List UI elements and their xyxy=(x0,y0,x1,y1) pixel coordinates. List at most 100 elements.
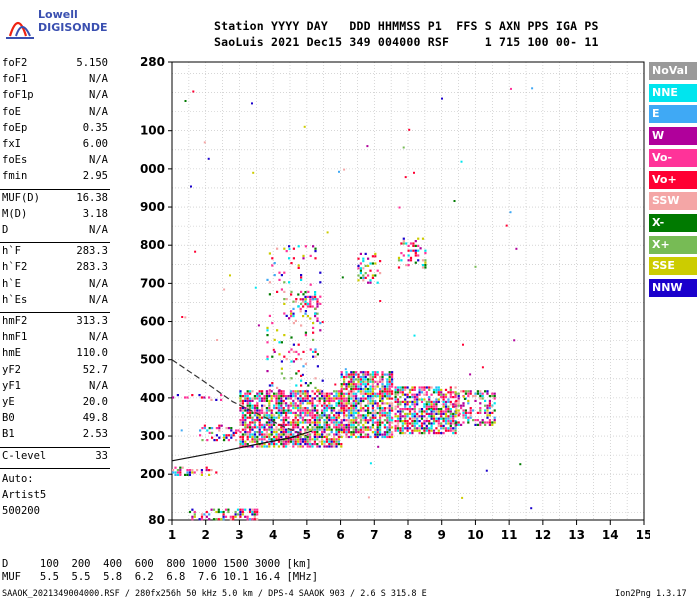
echo-pixel xyxy=(323,435,326,438)
y-tick-label: 300 xyxy=(140,429,165,443)
echo-pixel xyxy=(277,397,280,400)
echo-pixel xyxy=(323,431,326,434)
x-tick-label: 3 xyxy=(235,528,243,542)
echo-pixel xyxy=(388,404,391,407)
param-value: 0.35 xyxy=(82,121,108,134)
echo-pixel xyxy=(306,438,309,441)
echo-pixel xyxy=(174,473,177,476)
echo-pixel xyxy=(345,423,348,427)
echo-pixel xyxy=(311,305,314,308)
echo-pixel xyxy=(340,421,343,424)
echo-pixel xyxy=(371,407,374,410)
echo-pixel xyxy=(467,402,470,405)
echo-pixel xyxy=(364,252,367,255)
echo-pixel xyxy=(408,432,412,435)
echo-pixel xyxy=(479,411,482,414)
echo-pixel xyxy=(300,302,303,305)
echo-pixel xyxy=(176,471,179,474)
echo-pixel xyxy=(408,427,412,430)
echo-pixel xyxy=(347,409,350,412)
echo-pixel xyxy=(345,402,348,405)
echo-pixel xyxy=(302,298,305,301)
echo-pixel xyxy=(172,396,175,399)
echo-pixel xyxy=(266,341,269,344)
echo-pixel xyxy=(323,409,326,412)
echo-pixel xyxy=(444,410,448,413)
echo-pixel xyxy=(230,429,233,432)
echo-pixel xyxy=(345,387,348,391)
echo-pixel xyxy=(289,435,292,438)
echo-pixel xyxy=(420,386,424,389)
echo-pixel xyxy=(266,370,269,373)
echo-pixel xyxy=(294,404,297,407)
echo-pixel xyxy=(369,419,372,422)
echo-pixel xyxy=(364,385,367,388)
echo-pixel xyxy=(201,427,204,430)
echo-pixel xyxy=(232,518,235,521)
echo-pixel xyxy=(294,438,297,441)
echo-pixel xyxy=(265,428,268,431)
echo-pixel xyxy=(379,387,382,391)
echo-pixel xyxy=(362,373,365,376)
echo-pixel xyxy=(355,399,358,403)
echo-pixel xyxy=(244,508,247,511)
echo-pixel xyxy=(388,383,391,386)
echo-pixel xyxy=(425,424,428,427)
echo-pixel xyxy=(301,397,304,400)
echo-pixel xyxy=(241,409,244,412)
legend-item-noval: NoVal xyxy=(649,62,697,80)
echo-pixel xyxy=(486,409,489,412)
echo-pixel xyxy=(355,419,358,422)
echo-pixel xyxy=(457,421,460,424)
echo-pixel xyxy=(447,422,450,425)
echo-pixel xyxy=(313,423,316,426)
echo-pixel xyxy=(343,399,346,403)
echo-pixel xyxy=(328,416,331,419)
echo-pixel xyxy=(432,400,436,403)
echo-pixel xyxy=(440,388,443,391)
echo-pixel xyxy=(270,395,273,398)
echo-pixel xyxy=(309,317,312,320)
echo-pixel xyxy=(386,431,389,434)
echo-pixel xyxy=(510,87,512,90)
echo-pixel xyxy=(297,305,300,308)
echo-pixel xyxy=(369,402,372,405)
echo-pixel xyxy=(343,397,346,400)
echo-pixel xyxy=(188,469,191,472)
echo-pixel xyxy=(462,343,464,346)
echo-pixel xyxy=(254,286,257,289)
echo-pixel xyxy=(297,370,300,373)
echo-pixel xyxy=(409,242,413,245)
echo-pixel xyxy=(304,428,307,431)
echo-pixel xyxy=(388,392,391,395)
echo-pixel xyxy=(376,373,379,376)
param-key: C-level xyxy=(2,449,47,462)
echo-pixel xyxy=(312,338,315,341)
echo-pixel xyxy=(381,375,384,379)
echo-pixel xyxy=(263,397,266,400)
echo-pixel xyxy=(333,397,336,400)
echo-pixel xyxy=(423,415,426,418)
echo-pixel xyxy=(288,350,291,353)
echo-pixel xyxy=(268,409,271,412)
echo-pixel xyxy=(355,395,358,398)
echo-pixel xyxy=(413,398,416,401)
echo-pixel xyxy=(318,433,321,436)
echo-pixel xyxy=(420,408,424,411)
echo-pixel xyxy=(405,242,408,245)
echo-pixel xyxy=(400,242,403,245)
echo-pixel xyxy=(464,392,467,395)
echo-pixel xyxy=(359,385,362,388)
echo-pixel xyxy=(328,423,331,426)
echo-pixel xyxy=(359,426,362,429)
echo-pixel xyxy=(352,411,355,415)
echo-pixel xyxy=(316,298,319,301)
echo-pixel xyxy=(454,391,457,394)
echo-pixel xyxy=(287,433,290,436)
echo-pixel xyxy=(352,404,355,407)
echo-pixel xyxy=(362,378,365,381)
echo-pixel xyxy=(246,390,249,393)
echo-pixel xyxy=(379,390,382,393)
echo-pixel xyxy=(330,404,333,407)
echo-pixel xyxy=(406,429,409,432)
